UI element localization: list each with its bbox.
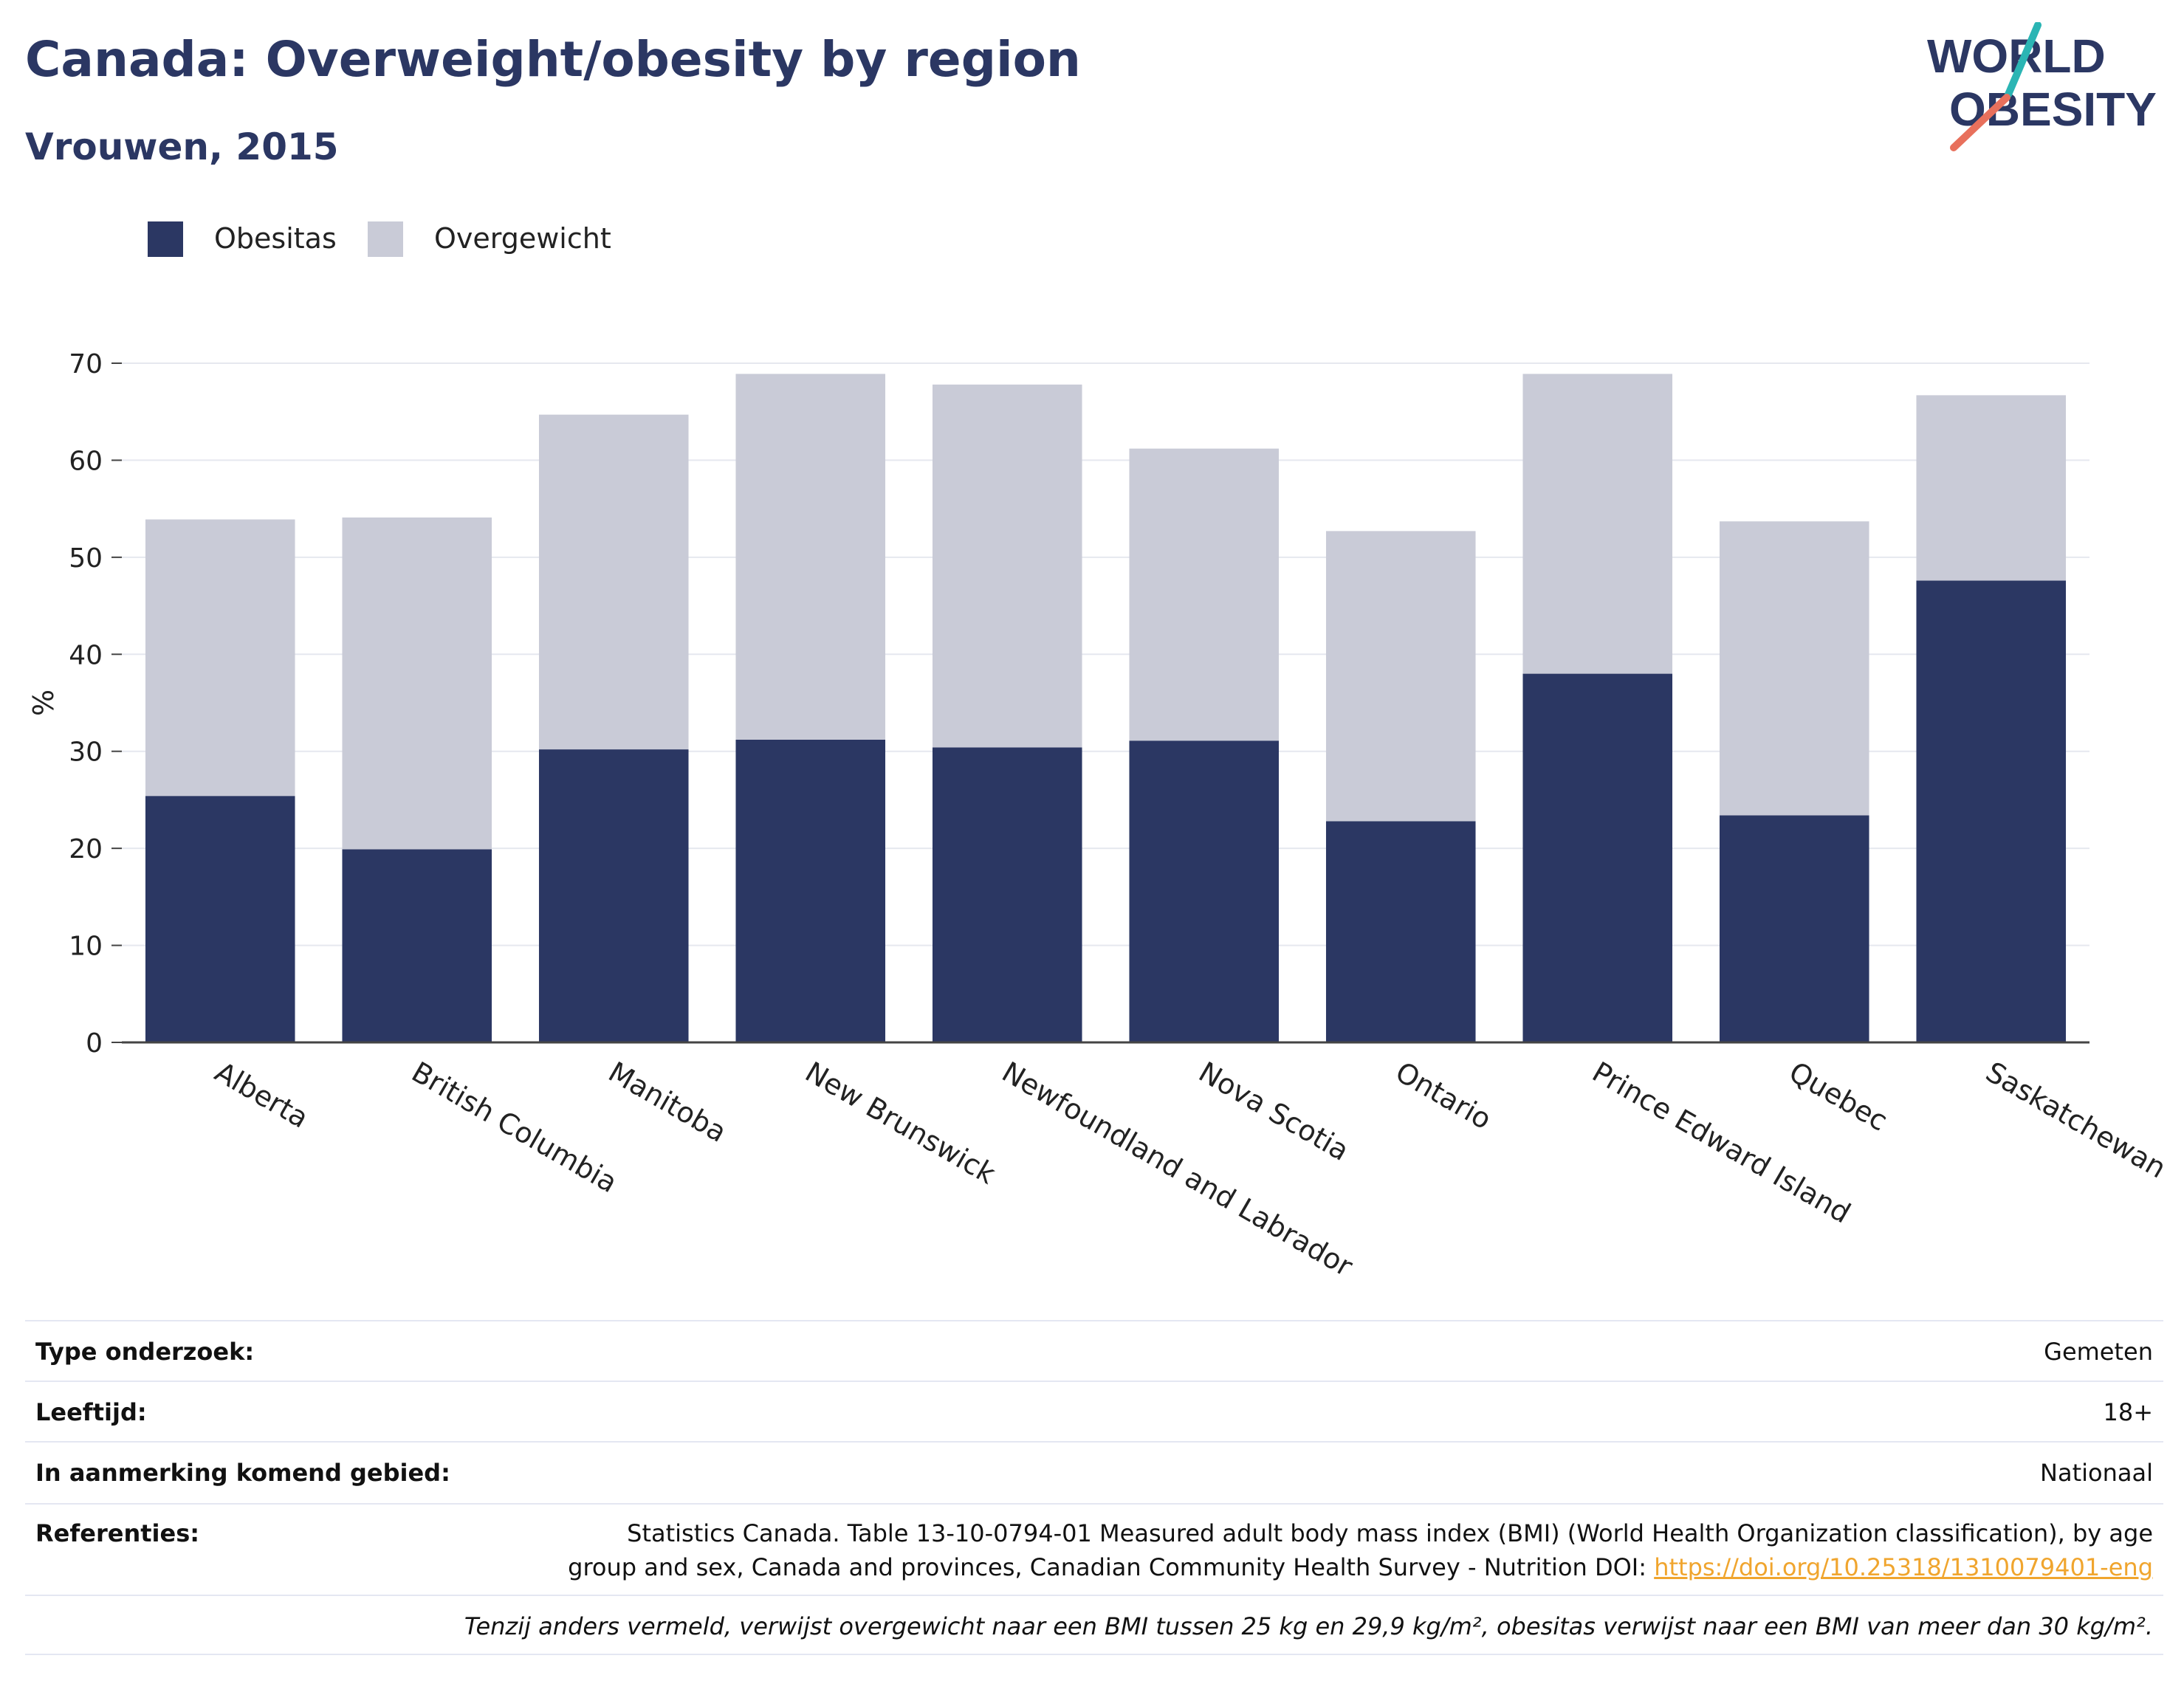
info-row-age: Leeftijd: 18+ bbox=[25, 1381, 2163, 1441]
info-row-area: In aanmerking komend gebied: Nationaal bbox=[25, 1441, 2163, 1503]
logo-slash-coral bbox=[1950, 94, 2010, 151]
y-tick-label: 20 bbox=[69, 834, 103, 864]
bar-obesity[interactable] bbox=[538, 749, 689, 1042]
bar-obesity[interactable] bbox=[735, 739, 886, 1042]
bar-obesity[interactable] bbox=[1129, 740, 1280, 1042]
info-key: In aanmerking komend gebied: bbox=[35, 1459, 450, 1487]
y-tick-label: 50 bbox=[69, 543, 103, 574]
bar-obesity[interactable] bbox=[1325, 821, 1476, 1042]
bar-obesity[interactable] bbox=[342, 849, 492, 1042]
x-tick-label: Newfoundland and Labrador bbox=[997, 1056, 1359, 1283]
bar-overweight[interactable] bbox=[145, 519, 295, 797]
x-tick-label: Saskatchewan bbox=[1980, 1056, 2171, 1185]
bar-chart: 0 10 20 30 40 50 60 70% Alberta British ColumbiaM… bbox=[27, 349, 2171, 1283]
bar-overweight[interactable] bbox=[538, 414, 689, 750]
references-text: Statistics Canada. Table 13-10-0794-01 M… bbox=[529, 1516, 2153, 1584]
legend-swatch-obesity bbox=[148, 221, 183, 257]
x-tick-label: New Brunswick bbox=[800, 1056, 1000, 1191]
bar-overweight[interactable] bbox=[1129, 448, 1280, 741]
x-tick-label: Nova Scotia bbox=[1193, 1056, 1354, 1167]
legend-swatch-overweight bbox=[368, 221, 403, 257]
x-tick-label: British Columbia bbox=[406, 1056, 622, 1200]
info-row-survey-type: Type onderzoek: Gemeten bbox=[25, 1320, 2163, 1381]
info-table: Type onderzoek: Gemeten Leeftijd: 18+ In… bbox=[25, 1320, 2163, 1655]
bar-obesity[interactable] bbox=[1522, 673, 1673, 1042]
legend-label-overweight: Overgewicht bbox=[434, 222, 611, 255]
page-subtitle: Vrouwen, 2015 bbox=[25, 126, 339, 168]
bar-overweight[interactable] bbox=[1719, 521, 1869, 816]
bar-overweight[interactable] bbox=[932, 384, 1082, 748]
x-tick-label: Ontario bbox=[1390, 1056, 1497, 1136]
x-tick-label: Alberta bbox=[210, 1056, 314, 1135]
y-tick-label: 10 bbox=[69, 932, 103, 962]
bar-overweight[interactable] bbox=[1916, 395, 2067, 581]
y-tick-label: 0 bbox=[86, 1028, 103, 1059]
x-tick-label: Manitoba bbox=[603, 1056, 732, 1149]
info-row-note: Tenzij anders vermeld, verwijst overgewi… bbox=[25, 1595, 2163, 1655]
info-key: Referenties: bbox=[35, 1519, 200, 1547]
info-value: Gemeten bbox=[2044, 1338, 2153, 1366]
bar-overweight[interactable] bbox=[342, 517, 492, 850]
y-tick-label: 40 bbox=[69, 640, 103, 670]
legend-label-obesity: Obesitas bbox=[214, 222, 337, 255]
info-value: 18+ bbox=[2103, 1398, 2153, 1426]
info-key: Leeftijd: bbox=[35, 1398, 147, 1426]
y-tick-label: 60 bbox=[69, 446, 103, 476]
references-line2: group and sex, Canada and provinces, Can… bbox=[568, 1553, 1655, 1581]
world-obesity-logo: WORLD OBESITY bbox=[1927, 22, 2157, 151]
bar-obesity[interactable] bbox=[145, 796, 295, 1042]
info-key: Type onderzoek: bbox=[35, 1338, 255, 1366]
definition-note: Tenzij anders vermeld, verwijst overgewi… bbox=[464, 1612, 2153, 1640]
info-row-references: Referenties: Statistics Canada. Table 13… bbox=[25, 1503, 2163, 1595]
logo-slash-teal bbox=[2005, 22, 2042, 98]
references-line1: Statistics Canada. Table 13-10-0794-01 M… bbox=[627, 1519, 2153, 1547]
bar-obesity[interactable] bbox=[1916, 580, 2067, 1042]
y-tick-label: 70 bbox=[69, 349, 103, 379]
bar-obesity[interactable] bbox=[1719, 815, 1869, 1042]
logo-line2: OBESITY bbox=[1949, 83, 2157, 136]
bar-obesity[interactable] bbox=[932, 747, 1082, 1042]
y-tick-label: 30 bbox=[69, 738, 103, 768]
y-axis-label: % bbox=[27, 690, 60, 716]
x-tick-label: Quebec bbox=[1784, 1056, 1893, 1138]
bar-overweight[interactable] bbox=[1325, 531, 1476, 822]
bar-overweight[interactable] bbox=[1522, 374, 1673, 674]
page-title: Canada: Overweight/obesity by region bbox=[25, 31, 1081, 88]
bar-overweight[interactable] bbox=[735, 374, 886, 740]
references-doi-link[interactable]: https://doi.org/10.25318/1310079401-eng bbox=[1654, 1553, 2153, 1581]
info-value: Nationaal bbox=[2040, 1459, 2153, 1487]
